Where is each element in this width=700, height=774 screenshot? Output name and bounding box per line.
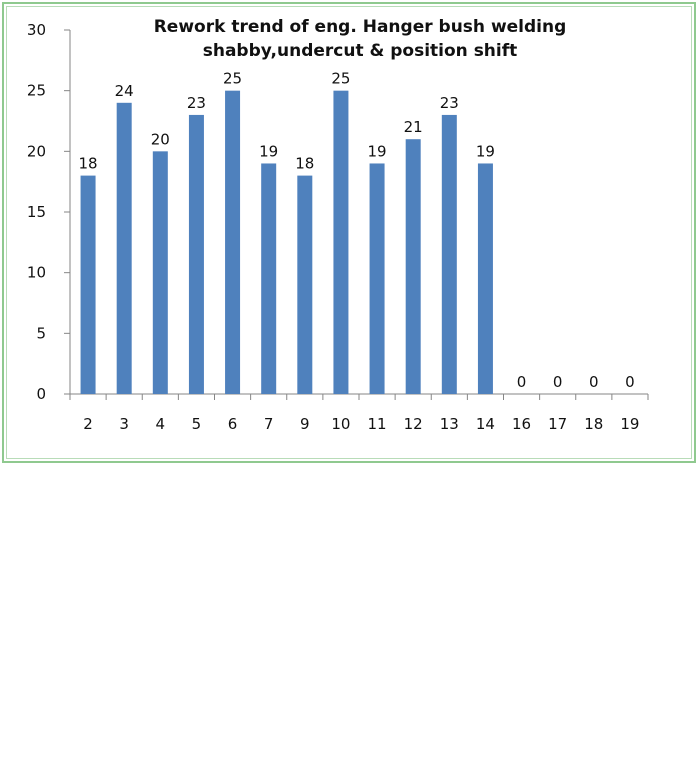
bar-value-label: 19 — [476, 142, 495, 160]
x-tick-label: 4 — [156, 415, 166, 433]
bar — [405, 139, 421, 394]
x-tick-label: 3 — [119, 415, 129, 433]
bar — [225, 90, 241, 395]
bar — [152, 151, 168, 394]
bar — [80, 175, 96, 394]
bar-value-label: 0 — [589, 373, 599, 391]
chart-title-line-1: Rework trend of eng. Hanger bush welding — [154, 17, 567, 37]
x-tick-label: 13 — [440, 415, 459, 433]
bar-value-label: 25 — [331, 70, 350, 88]
bar-value-label: 21 — [404, 118, 423, 136]
bar — [369, 163, 385, 394]
y-tick-label: 20 — [27, 142, 46, 160]
bar — [441, 114, 457, 394]
x-axis: 2 3 4 5 6 7 9 10 11 12 13 14 16 17 18 19 — [69, 393, 649, 433]
bars: 18 24 20 23 25 19 18 25 19 21 23 19 0 0 0 0 — [79, 70, 635, 395]
bar-value-label: 20 — [151, 130, 170, 148]
x-tick-label: 18 — [584, 415, 603, 433]
y-tick-label: 30 — [27, 21, 46, 39]
bar-value-label: 19 — [368, 142, 387, 160]
x-tick-label: 9 — [300, 415, 310, 433]
bar-value-label: 18 — [79, 155, 98, 173]
y-axis: 0 5 10 15 20 25 30 — [27, 21, 71, 403]
x-tick-label: 19 — [620, 415, 639, 433]
bar — [297, 175, 313, 394]
bar-value-label: 19 — [259, 142, 278, 160]
y-tick-label: 0 — [36, 385, 46, 403]
bar-value-label: 0 — [625, 373, 635, 391]
bar — [477, 163, 493, 394]
chart-title-line-2: shabby,undercut & position shift — [203, 41, 518, 61]
bar-value-label: 18 — [295, 155, 314, 173]
y-tick-label: 5 — [36, 324, 46, 342]
x-tick-label: 17 — [548, 415, 567, 433]
x-tick-label: 6 — [228, 415, 238, 433]
y-tick-label: 15 — [27, 203, 46, 221]
chart-inner-border — [6, 6, 692, 459]
bar-value-label: 25 — [223, 70, 242, 88]
x-tick-label: 11 — [368, 415, 387, 433]
x-tick-label: 16 — [512, 415, 531, 433]
bar — [116, 102, 132, 395]
bar — [188, 114, 204, 394]
bar — [261, 163, 277, 394]
bar-value-label: 0 — [553, 373, 563, 391]
bar-value-label: 0 — [517, 373, 527, 391]
bar — [333, 90, 349, 395]
x-tick-label: 12 — [404, 415, 423, 433]
y-tick-label: 25 — [27, 82, 46, 100]
bar-value-label: 23 — [187, 94, 206, 112]
bar-value-label: 24 — [115, 82, 134, 100]
y-tick-label: 10 — [27, 264, 46, 282]
x-tick-label: 5 — [192, 415, 202, 433]
x-tick-label: 7 — [264, 415, 274, 433]
x-tick-label: 2 — [83, 415, 93, 433]
x-tick-label: 14 — [476, 415, 495, 433]
bar-value-label: 23 — [440, 94, 459, 112]
x-tick-label: 10 — [331, 415, 350, 433]
